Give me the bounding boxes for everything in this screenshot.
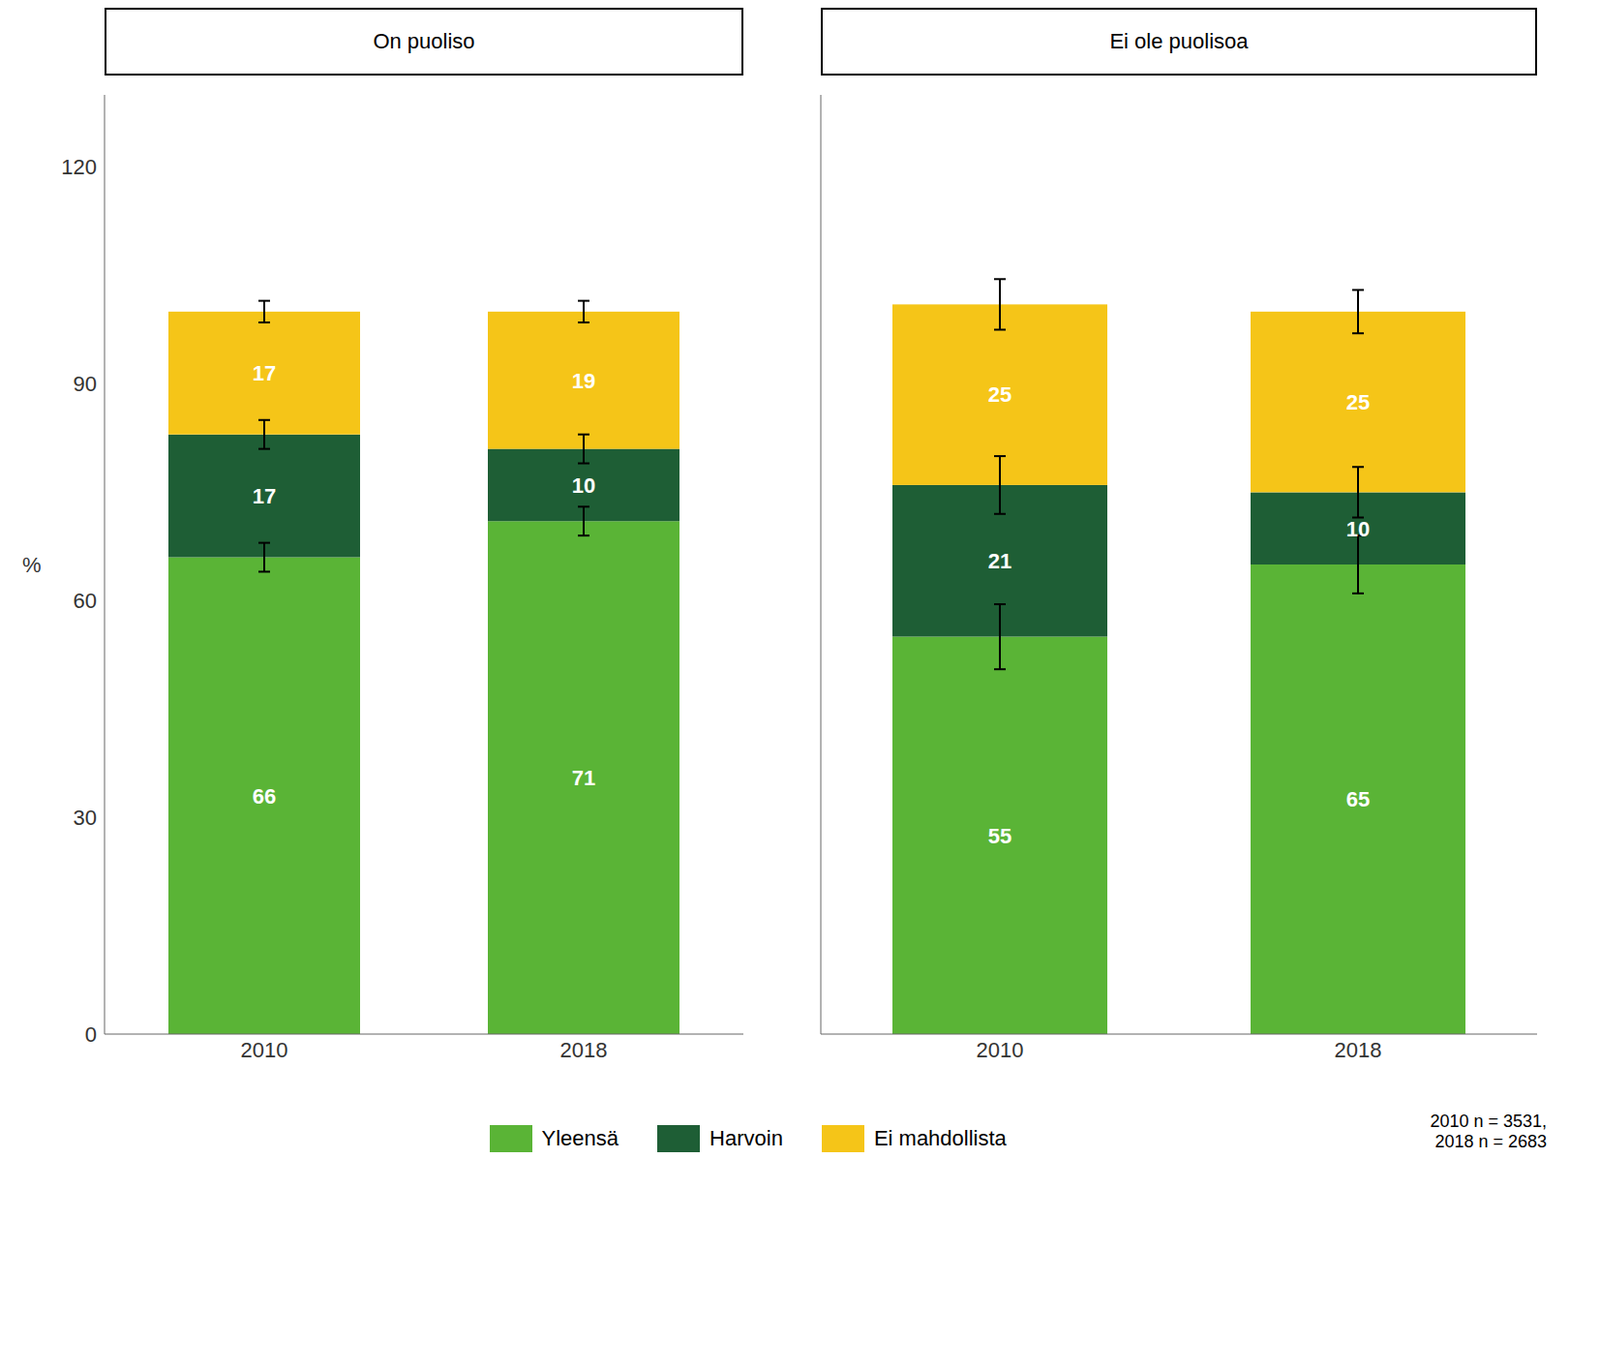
- svg-text:120: 120: [60, 154, 97, 180]
- svg-text:10: 10: [1346, 516, 1370, 542]
- svg-text:21: 21: [988, 548, 1012, 574]
- svg-text:65: 65: [1346, 786, 1370, 812]
- svg-text:2018: 2018: [560, 1037, 608, 1062]
- html-text:Ei ole puolisoa: Ei ole puolisoa: [1109, 29, 1249, 54]
- svg-text:19: 19: [572, 368, 596, 393]
- svg-text:25: 25: [1346, 390, 1370, 415]
- svg-text:71: 71: [572, 765, 596, 790]
- svg-text:17: 17: [252, 483, 276, 509]
- svg-text:0: 0: [85, 1022, 97, 1047]
- svg-text:10: 10: [572, 473, 596, 498]
- svg-text:2010: 2010: [976, 1037, 1025, 1062]
- html-text:Yleensä: Yleensä: [541, 1125, 619, 1150]
- svg-text:%: %: [22, 552, 42, 577]
- svg-text:90: 90: [73, 371, 97, 396]
- svg-text:30: 30: [73, 805, 97, 830]
- svg-text:2010: 2010: [241, 1037, 289, 1062]
- svg-text:55: 55: [988, 823, 1012, 848]
- svg-text:17: 17: [252, 361, 276, 386]
- html-text:Ei mahdollista: Ei mahdollista: [873, 1125, 1007, 1150]
- svg-text:25: 25: [988, 382, 1012, 407]
- svg-text:60: 60: [73, 588, 97, 613]
- html-text:On puoliso: On puoliso: [373, 29, 475, 54]
- html-text:2010 n = 3531, 2018 n = 2683: 2010 n = 3531, 2018 n = 2683: [1430, 1111, 1547, 1151]
- html-text:Harvoin: Harvoin: [709, 1125, 783, 1150]
- svg-text:66: 66: [252, 784, 276, 809]
- svg-text:2018: 2018: [1334, 1037, 1383, 1062]
